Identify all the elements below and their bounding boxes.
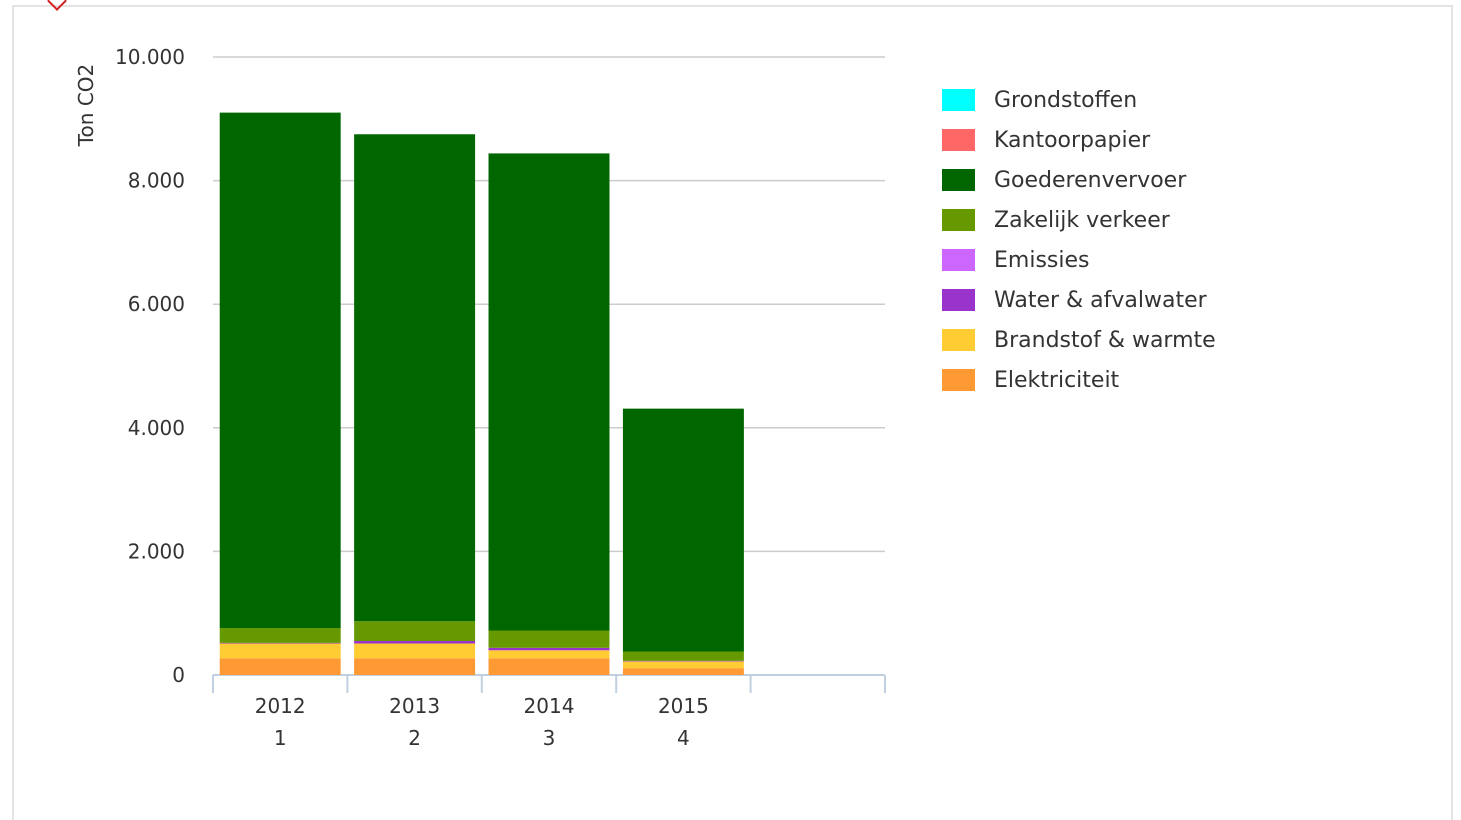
x-tick-label-index: 4	[677, 726, 690, 750]
bar-segment-elektriciteit	[622, 668, 744, 675]
legend-item[interactable]: Water & afvalwater	[942, 280, 1216, 320]
bar-segment-zakelijk-verkeer	[219, 628, 341, 643]
legend-label: Water & afvalwater	[994, 287, 1207, 313]
legend-label: Elektriciteit	[994, 367, 1120, 393]
legend-swatch	[942, 89, 975, 111]
bar-segment-goederenvervoer	[354, 134, 476, 622]
chart-legend: Grondstoffen Kantoorpapier Goederenvervoer…	[942, 80, 1216, 400]
x-tick-label-year: 2015	[658, 694, 709, 718]
y-axis-title: Ton CO2	[74, 64, 98, 148]
legend-item[interactable]: Kantoorpapier	[942, 120, 1216, 160]
x-tick-label-year: 2012	[255, 694, 306, 718]
bar-segment-water-afvalwater	[488, 647, 610, 651]
bar-segment-elektriciteit	[354, 658, 476, 675]
bar-segment-goederenvervoer	[622, 408, 744, 652]
bar-segment-water-afvalwater	[622, 660, 744, 662]
bar-segment-goederenvervoer	[488, 153, 610, 631]
bar-segment-brandstof-warmte	[219, 643, 341, 659]
y-tick-label: 2.000	[128, 539, 185, 563]
legend-item[interactable]: Zakelijk verkeer	[942, 200, 1216, 240]
x-tick-label-year: 2014	[524, 694, 575, 718]
legend-label: Brandstof & warmte	[994, 327, 1216, 353]
legend-label: Emissies	[994, 247, 1090, 273]
x-tick-label-index: 2	[408, 726, 421, 750]
bar-segment-brandstof-warmte	[354, 643, 476, 659]
legend-label: Kantoorpapier	[994, 127, 1151, 153]
legend-item[interactable]: Emissies	[942, 240, 1216, 280]
bar-segment-water-afvalwater	[354, 641, 476, 644]
bar-segment-elektriciteit	[219, 658, 341, 675]
bar-segment-brandstof-warmte	[622, 661, 744, 669]
y-tick-label: 4.000	[128, 416, 185, 440]
y-tick-label: 10.000	[115, 45, 185, 69]
bar-segment-goederenvervoer	[219, 112, 341, 629]
legend-item[interactable]: Goederenvervoer	[942, 160, 1216, 200]
bar-segment-zakelijk-verkeer	[354, 621, 476, 642]
y-tick-label: 8.000	[128, 169, 185, 193]
legend-swatch	[942, 289, 975, 311]
bar-segment-elektriciteit	[488, 658, 610, 675]
legend-swatch	[942, 329, 975, 351]
bar-segment-zakelijk-verkeer	[622, 651, 744, 661]
bar-segment-brandstof-warmte	[488, 650, 610, 659]
y-tick-label: 6.000	[128, 292, 185, 316]
y-tick-label: 0	[172, 663, 185, 687]
legend-swatch	[942, 249, 975, 271]
legend-swatch	[942, 129, 975, 151]
bar-segment-water-afvalwater	[219, 642, 341, 644]
legend-item[interactable]: Elektriciteit	[942, 360, 1216, 400]
chart-frame	[12, 5, 1453, 820]
legend-label: Goederenvervoer	[994, 167, 1187, 193]
legend-label: Grondstoffen	[994, 87, 1138, 113]
legend-swatch	[942, 209, 975, 231]
legend-item[interactable]: Grondstoffen	[942, 80, 1216, 120]
legend-label: Zakelijk verkeer	[994, 207, 1170, 233]
legend-swatch	[942, 169, 975, 191]
x-tick-label-index: 3	[543, 726, 556, 750]
x-tick-label-index: 1	[274, 726, 287, 750]
legend-item[interactable]: Brandstof & warmte	[942, 320, 1216, 360]
legend-swatch	[942, 369, 975, 391]
bar-segment-zakelijk-verkeer	[488, 630, 610, 648]
x-tick-label-year: 2013	[389, 694, 440, 718]
